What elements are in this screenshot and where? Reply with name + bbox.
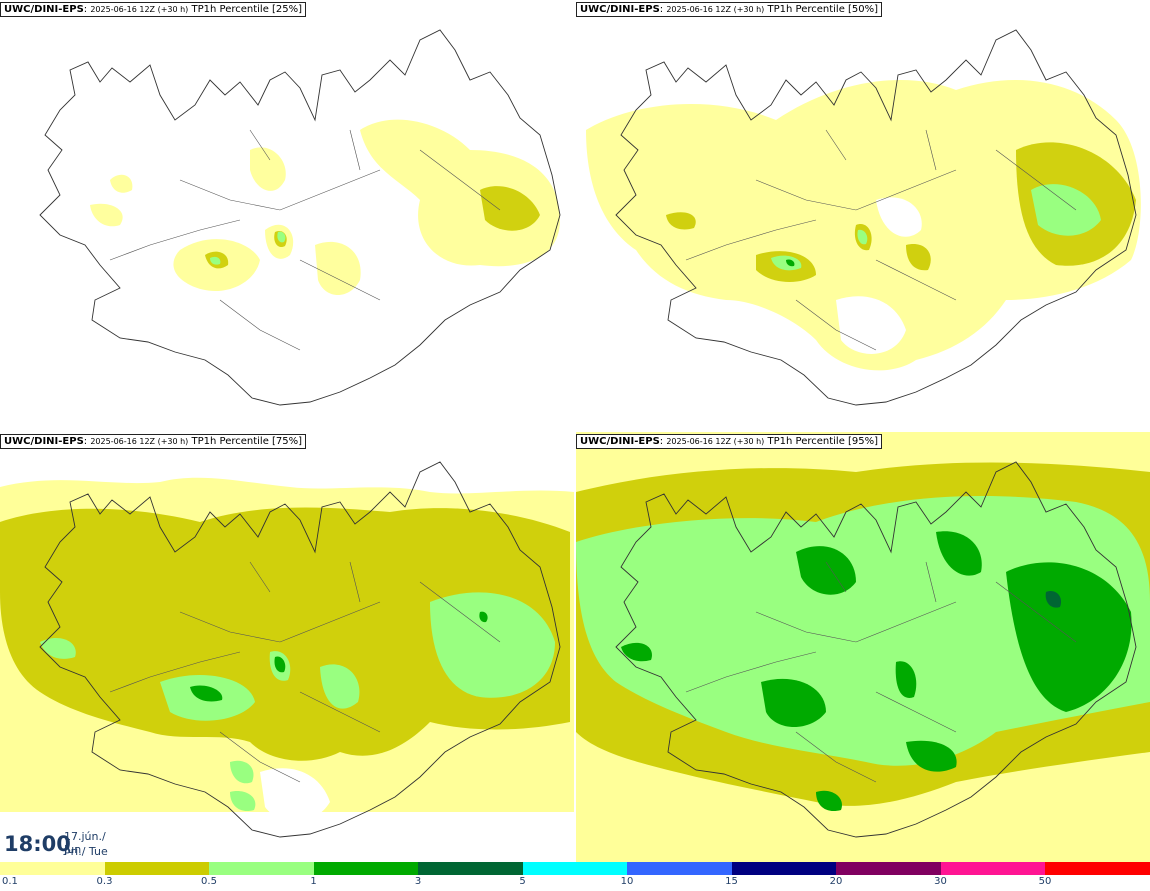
panel-title: UWC/DINI-EPS: 2025-06-16 12Z (+30 h) TP1… [576, 2, 883, 17]
field-name: TP1h Percentile [50%] [767, 4, 879, 15]
field-name: TP1h Percentile [75%] [191, 436, 303, 447]
model-name: UWC/DINI-EPS [4, 4, 84, 15]
model-name: UWC/DINI-EPS [4, 436, 84, 447]
precip-map-p25 [39, 29, 561, 406]
run-info: 2025-06-16 12Z (+30 h) [90, 5, 189, 14]
precip-map-p75 [0, 432, 574, 862]
legend-swatch [418, 862, 523, 875]
run-info: 2025-06-16 12Z (+30 h) [666, 5, 765, 14]
valid-weekday: Þri./ Tue [64, 845, 108, 858]
legend-label: 50 [1038, 876, 1052, 887]
legend-label: 15 [725, 876, 738, 887]
valid-time-box: 18:00 17.jún./ Jun Þri./ Tue [0, 826, 112, 862]
legend-swatch [1045, 862, 1150, 875]
model-name: UWC/DINI-EPS [580, 4, 660, 15]
field-name: TP1h Percentile [25%] [191, 4, 303, 15]
panel-title: UWC/DINI-EPS: 2025-06-16 12Z (+30 h) TP1… [576, 434, 883, 449]
legend-swatch [0, 862, 105, 875]
map-panel-p75: UWC/DINI-EPS: 2025-06-16 12Z (+30 h) TP1… [0, 432, 574, 862]
legend-label: 3 [414, 876, 422, 887]
panel-title: UWC/DINI-EPS: 2025-06-16 12Z (+30 h) TP1… [0, 434, 307, 449]
color-legend: 0.1 0.3 0.5 1 3 5 10 15 20 30 50 [0, 862, 1150, 891]
model-name: UWC/DINI-EPS [580, 436, 660, 447]
map-panel-p25: UWC/DINI-EPS: 2025-06-16 12Z (+30 h) TP1… [0, 0, 574, 430]
legend-swatch [104, 862, 209, 875]
panel-divider [0, 430, 1150, 432]
valid-hour: 18:00 [4, 832, 71, 856]
precip-map-p95 [576, 432, 1150, 862]
panel-title: UWC/DINI-EPS: 2025-06-16 12Z (+30 h) TP1… [0, 2, 307, 17]
valid-date: 17.jún./ Jun [64, 830, 106, 856]
legend-swatch [731, 862, 836, 875]
legend-label: 20 [829, 876, 843, 887]
legend-swatch [940, 862, 1045, 875]
legend-label: 10 [620, 876, 634, 887]
legend-label: 5 [519, 876, 526, 887]
field-name: TP1h Percentile [95%] [767, 436, 879, 447]
legend-label: 0.1 [2, 876, 18, 887]
map-panel-p50: UWC/DINI-EPS: 2025-06-16 12Z (+30 h) TP1… [576, 0, 1150, 430]
legend-swatch [522, 862, 627, 875]
precip-map-p50 [586, 29, 1141, 406]
legend-swatch [313, 862, 418, 875]
legend-label: 0.5 [201, 876, 217, 887]
legend-swatch [209, 862, 314, 875]
legend-label: 30 [934, 876, 947, 887]
run-info: 2025-06-16 12Z (+30 h) [90, 437, 189, 446]
legend-label: 0.3 [96, 876, 113, 887]
run-info: 2025-06-16 12Z (+30 h) [666, 437, 765, 446]
legend-swatch [836, 862, 941, 875]
legend-swatch [627, 862, 732, 875]
map-panel-p95: UWC/DINI-EPS: 2025-06-16 12Z (+30 h) TP1… [576, 432, 1150, 862]
legend-label: 1 [310, 876, 317, 887]
